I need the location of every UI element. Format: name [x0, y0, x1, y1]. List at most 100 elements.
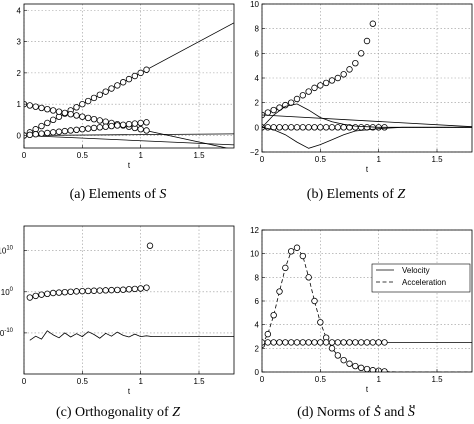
data-point	[311, 84, 318, 92]
data-point	[44, 119, 51, 127]
data-point	[328, 124, 336, 131]
data-point	[352, 339, 359, 346]
data-point	[143, 66, 150, 73]
data-point	[369, 20, 377, 27]
data-point	[137, 119, 144, 127]
caption-prefix: (b) Elements of	[307, 187, 398, 202]
y-tick-label: 100	[1, 287, 14, 297]
data-point	[357, 339, 365, 346]
data-point	[270, 106, 277, 114]
data-point	[381, 339, 388, 346]
data-point	[322, 79, 330, 87]
legend-entry: Velocity	[402, 266, 430, 275]
chart-caption: (b) Elements of Z	[307, 187, 406, 202]
data-point	[270, 339, 277, 346]
y-tick-label: 1	[17, 100, 22, 109]
data-point	[317, 319, 324, 326]
data-point	[137, 69, 144, 77]
y-tick-label: −2	[250, 148, 260, 157]
data-point	[381, 368, 388, 372]
series-line	[24, 133, 234, 136]
caption-symbol: S	[374, 405, 381, 420]
data-point	[305, 339, 312, 346]
plot-area	[24, 22, 234, 148]
data-point	[84, 97, 92, 105]
data-point	[264, 339, 272, 346]
data-point	[322, 124, 330, 131]
data-point	[55, 108, 63, 115]
data-point	[346, 66, 353, 73]
chart-caption: (a) Elements of S	[70, 187, 167, 202]
x-axis-label: t	[366, 165, 369, 174]
data-point	[125, 121, 133, 128]
data-point	[282, 101, 289, 109]
y-tick-label: 4	[255, 74, 260, 83]
data-point	[352, 124, 359, 131]
data-point	[79, 287, 86, 295]
data-point	[108, 286, 115, 294]
data-point	[79, 100, 86, 108]
data-point	[305, 274, 312, 281]
data-point	[287, 339, 295, 346]
data-point	[49, 289, 57, 297]
y-tick-label: 4	[17, 6, 22, 15]
chart-c: 00.511.510-101001010t(c) Orthogonality o…	[0, 225, 235, 420]
data-point	[276, 124, 283, 131]
data-point	[328, 77, 336, 84]
data-point	[90, 124, 98, 132]
x-tick-label: 1	[376, 375, 381, 384]
data-point	[293, 124, 301, 131]
series-line	[24, 135, 234, 146]
data-point	[49, 107, 57, 114]
data-point	[96, 124, 104, 131]
data-point	[276, 288, 283, 295]
x-tick-label: 1.5	[193, 377, 205, 386]
data-point	[311, 124, 318, 131]
data-point	[84, 125, 92, 132]
data-point	[299, 252, 307, 260]
chart-a: 0 0.5 1 1.5 0 1 2 3 4 t (a) Elements of S	[17, 3, 235, 202]
data-point	[299, 339, 307, 346]
caption-symbol: Z	[172, 405, 180, 420]
data-point	[61, 127, 69, 135]
data-point	[334, 352, 342, 359]
data-point	[363, 365, 371, 372]
data-point	[352, 362, 359, 370]
data-point	[305, 88, 312, 95]
x-tick-label: 1	[138, 151, 143, 160]
data-point	[79, 126, 86, 133]
data-point	[322, 339, 330, 346]
y-tick-label: 6	[255, 297, 260, 306]
data-point	[73, 126, 80, 134]
data-point	[293, 339, 301, 346]
y-tick-label: 10	[250, 250, 259, 259]
data-point	[38, 104, 45, 112]
series-line	[262, 114, 472, 128]
data-point	[282, 339, 289, 346]
data-point	[143, 119, 150, 126]
y-tick-label: 0	[17, 131, 22, 140]
caption-symbol: Z	[397, 187, 405, 202]
axes-frame	[23, 225, 235, 375]
caption-symbol: S	[159, 187, 166, 202]
dot-accent	[377, 405, 380, 407]
chart-caption: (d) Norms of S and S	[297, 405, 415, 420]
data-point	[90, 94, 98, 102]
y-tick-label: 8	[255, 273, 260, 282]
data-point	[131, 72, 139, 80]
data-point	[119, 79, 127, 86]
series-line	[262, 126, 472, 149]
data-point	[108, 85, 115, 92]
y-tick-label: 0	[255, 123, 260, 132]
x-tick-label: 0	[22, 151, 27, 160]
data-point	[357, 50, 365, 57]
y-tick-exponent: 10	[6, 246, 13, 252]
data-point	[270, 312, 277, 319]
x-tick-label: 0.5	[77, 151, 89, 160]
x-tick-label: 0	[260, 375, 265, 384]
data-point	[102, 88, 109, 95]
dot-accent	[409, 405, 412, 407]
x-tick-label: 1	[376, 155, 381, 164]
data-point	[340, 71, 347, 78]
